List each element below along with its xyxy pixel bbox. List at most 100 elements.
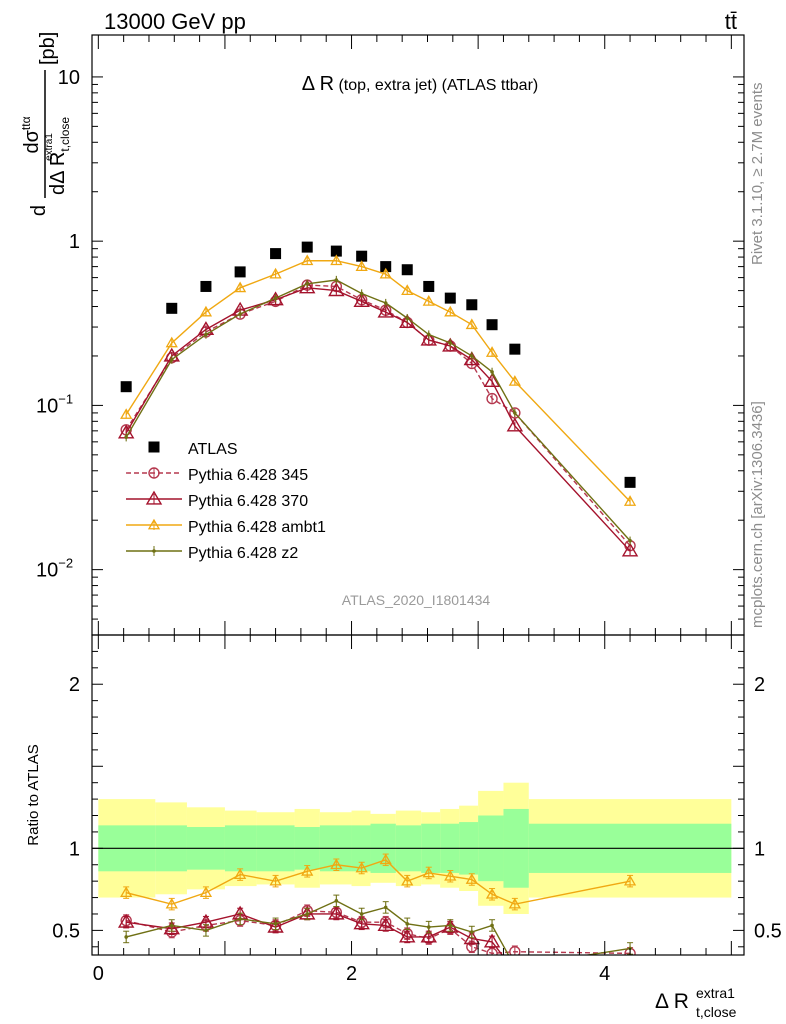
ratio-point-pythia-6-428-370-15 [623,964,637,976]
ratio-point-pythia-6-428-ambt1-14 [508,897,521,909]
ratio-point-pythia-6-428-z2-12 [470,930,474,934]
ratio-point-pythia-6-428-ambt1-15 [623,874,637,886]
rivet-label: Rivet 3.1.10, ≥ 2.7M events [749,83,766,266]
watermark: ATLAS_2020_I1801434 [342,592,491,608]
ratio-point-pythia-6-428-370-14 [508,964,522,976]
xtick-label-2: 4 [599,963,610,985]
ratio-frame [91,634,745,956]
x-axis-label: Δ R [655,990,689,1013]
line-pythia-6-428-345 [125,284,631,547]
header-left: 13000 GeV pp [104,9,246,34]
point-pythia-6-428-z2-6 [334,278,339,282]
rtick-label-left-0: 0.5 [52,920,80,942]
ratio-line-pythia-6-428-345 [126,909,631,955]
rtick-label-right-0: 0.5 [754,920,782,942]
point-pythia-6-428-370-8 [377,303,394,318]
ratio-point-pythia-6-428-370-8 [377,917,394,932]
x-axis-label-sup: extra1 [696,985,735,1001]
point-atlas-0 [120,381,132,393]
point-pythia-6-428-ambt1-0 [120,408,133,419]
point-pythia-6-428-z2-2 [204,332,208,337]
rtick-label-right-2: 2 [754,674,765,696]
point-pythia-6-428-370-4 [267,291,284,306]
line-pythia-6-428-z2 [125,279,631,542]
point-pythia-6-428-370-6 [328,282,345,297]
ratio-line-pythia-6-428-z2 [126,900,631,955]
ratio-point-pythia-6-428-ambt1-11 [444,869,457,881]
ratio-point-pythia-6-428-345-13 [486,947,498,955]
point-pythia-6-428-z2-11 [448,341,453,345]
legend-marker-atlas [148,441,160,453]
point-pythia-6-428-z2-4 [273,296,278,300]
legend: ATLAS Pythia 6.428 345 Pythia 6.428 370 Pyt… [126,441,326,562]
point-atlas-5 [301,241,313,253]
ratio-point-pythia-6-428-z2-14 [513,965,517,969]
ratio-point-pythia-6-428-ambt1-13 [485,887,499,899]
point-pythia-6-428-z2-13 [490,370,494,374]
rtick-label-left-1: 1 [69,838,80,860]
rtick-label-right-1: 1 [754,838,765,860]
ratio-point-pythia-6-428-ambt1-10 [422,866,435,878]
svg-text:d: d [28,205,50,216]
point-pythia-6-428-z2-7 [359,291,364,296]
ratio-point-pythia-6-428-ambt1-7 [355,861,368,873]
ratio-line-pythia-6-428-370 [126,913,504,955]
ratio-point-pythia-6-428-ambt1-6 [330,858,343,870]
mcplots-label: mcplots.cern.ch [arXiv:1306.3436] [749,401,766,628]
ratio-point-pythia-6-428-z2-2 [204,928,208,933]
ratio-point-pythia-6-428-z2-8 [383,905,388,910]
point-pythia-6-428-z2-0 [124,435,128,440]
ratio-point-pythia-6-428-ambt1-8 [379,853,392,865]
ratio-point-pythia-6-428-ambt1-3 [234,868,247,879]
line-pythia-6-428-370 [125,287,631,552]
ratio-point-pythia-6-428-370-12 [463,930,481,945]
ratio-point-pythia-6-428-370-7 [353,915,370,930]
point-atlas-8 [380,261,392,273]
ratio-point-pythia-6-428-ambt1-0 [120,886,133,898]
ratio-point-pythia-6-428-370-1 [163,920,180,935]
point-atlas-15 [624,476,636,488]
x-axis-label-sub: t,close [696,1004,737,1020]
point-pythia-6-428-ambt1-15 [623,495,637,506]
point-pythia-6-428-370-7 [353,292,370,307]
ratio-point-pythia-6-428-370-6 [328,905,345,920]
point-pythia-6-428-z2-9 [405,316,410,320]
point-pythia-6-428-z2-14 [513,411,517,415]
point-atlas-1 [166,302,178,314]
rtick-label-left-2: 2 [69,674,80,696]
point-atlas-6 [330,245,342,257]
ratio-point-pythia-6-428-ambt1-1 [165,897,178,909]
point-atlas-4 [270,248,282,260]
point-pythia-6-428-z2-12 [470,354,474,358]
point-pythia-6-428-ambt1-11 [444,305,457,317]
ratio-point-pythia-6-428-z2-1 [169,923,174,928]
point-pythia-6-428-z2-5 [305,282,310,286]
point-pythia-6-428-z2-10 [426,332,431,337]
ytick-label-2: 1 [69,231,80,253]
ratio-ylabel: Ratio to ATLAS [25,744,42,845]
xtick-label-0: 0 [93,963,104,985]
point-pythia-6-428-z2-1 [169,357,174,362]
point-pythia-6-428-370-5 [298,279,316,294]
xtick-label-1: 2 [346,963,357,985]
legend-label-atlas: ATLAS [188,441,238,458]
y-axis-label: d dσttα dΔ Rt,closeextra1 [pb] [19,32,72,216]
point-atlas-12 [466,299,478,311]
point-pythia-6-428-ambt1-9 [401,284,414,296]
ytick-label-3: 10 [58,67,80,89]
point-pythia-6-428-ambt1-1 [165,336,178,348]
ratio-point-pythia-6-428-z2-13 [490,923,494,928]
point-atlas-10 [423,280,435,292]
legend-label-pythia-6-428-z2: Pythia 6.428 z2 [188,545,298,562]
point-pythia-6-428-ambt1-7 [355,260,368,272]
svg-text:dΔ Rt,closeextra1: dΔ Rt,closeextra1 [44,117,72,195]
ratio-point-pythia-6-428-345-14 [509,946,521,955]
plot-title: Δ R (top, extra jet) (ATLAS ttbar) [302,73,538,95]
ratio-line-pythia-6-428-ambt1 [126,859,631,905]
ytick-label-1: 10−1 [36,391,73,417]
point-pythia-6-428-ambt1-4 [269,267,282,279]
ratio-point-pythia-6-428-z2-7 [359,912,364,916]
point-pythia-6-428-ambt1-3 [234,281,247,293]
line-pythia-6-428-ambt1 [125,260,631,502]
